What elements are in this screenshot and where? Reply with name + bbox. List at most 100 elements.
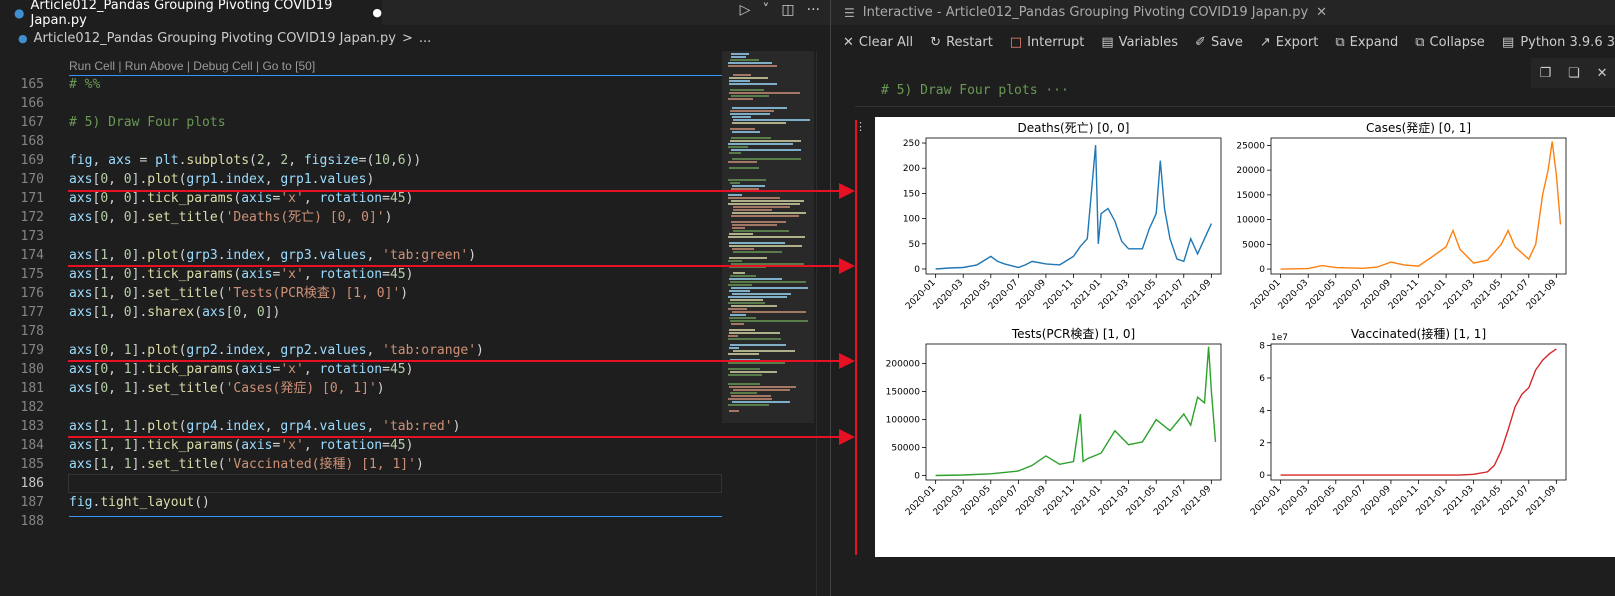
minimap-line [730,182,740,184]
code-token: 45 [389,438,406,453]
save-button[interactable]: ✐ Save [1195,35,1243,50]
code-line[interactable]: 180 axs[0, 1].tick_params(axis='x', rotat… [0,360,722,379]
restart-button[interactable]: ↻ Restart [930,35,993,50]
collapse-button[interactable]: ⧉ Collapse [1415,35,1485,50]
kernel-indicator[interactable]: ▤ Python 3.9.6 3 [1502,30,1615,54]
code-text: fig.tight_layout() [69,493,210,512]
clear-all-button[interactable]: ✕ Clear All [843,35,913,50]
line-number: 172 [20,210,44,225]
run-icon[interactable]: ▷ [739,2,751,18]
minimap-line [728,98,753,100]
y-tick-label: 150 [903,189,920,199]
code-line[interactable]: 165 # %% [0,75,722,94]
code-token: 0 [123,286,132,301]
code-token: , [108,419,124,434]
code-line[interactable]: 179 axs[0, 1].plot(grp2.index, grp2.value… [0,341,722,360]
code-line[interactable]: 177 axs[1, 0].sharex(axs[0, 0]) [0,303,722,322]
variables-button[interactable]: ▤ Variables [1101,35,1178,50]
y-tick-label: 100000 [886,416,921,426]
subplot-title: Cases(発症) [0, 1] [1366,120,1471,135]
minimap-line [731,221,786,223]
code-token: 0 [100,191,109,206]
code-token: ]. [131,286,148,301]
minimap-line [732,122,786,124]
codelens-run-cell[interactable]: Run Cell | Run Above | Debug Cell | Go t… [69,59,316,73]
code-line[interactable]: 186 [0,474,722,493]
code-token: set_title [147,457,218,472]
code-line[interactable]: 175 axs[1, 0].tick_params(axis='x', rotat… [0,265,722,284]
minimap-line [731,263,804,265]
editor-tab[interactable]: ● Article012_Pandas Grouping Pivoting CO… [0,0,382,28]
code-line[interactable]: 170 axs[0, 0].plot(grp1.index, grp1.value… [0,170,722,189]
code-token: , [264,172,281,187]
goto-code-icon[interactable]: ❏ [1568,65,1580,81]
interactive-tab[interactable]: ☰ Interactive - Article012_Pandas Groupi… [831,0,1615,25]
code-line[interactable]: 182 [0,398,722,417]
axes-frame [1270,137,1567,275]
code-line[interactable]: 188 [0,512,722,531]
code-token: , [108,305,124,320]
code-line[interactable]: 168 [0,132,722,151]
minimap-line [729,278,782,280]
code-line[interactable]: 172 axs[0, 0].set_title('Deaths(死亡) [0, 0… [0,208,722,227]
code-token: [ [92,267,101,282]
editor-pane: ● Article012_Pandas Grouping Pivoting CO… [0,0,830,596]
code-line[interactable]: 169 fig, axs = plt.subplots(2, 2, figsize… [0,151,722,170]
split-editor-icon[interactable]: ◫ [781,2,795,18]
code-line[interactable]: 176 axs[1, 0].set_title('Tests(PCR検査) [1,… [0,284,722,303]
code-line[interactable]: 184 axs[1, 1].tick_params(axis='x', rotat… [0,436,722,455]
line-number: 168 [20,134,44,149]
current-line-highlight [68,474,722,493]
code-line[interactable]: 166 [0,94,722,113]
code-line[interactable]: 178 [0,322,722,341]
breadcrumb-file[interactable]: Article012_Pandas Grouping Pivoting COVI… [33,30,396,46]
expand-button[interactable]: ⧉ Expand [1335,35,1398,50]
code-token: ]. [131,267,148,282]
code-token: 45 [389,191,406,206]
minimap-line [728,143,793,145]
code-line[interactable]: 185 axs[1, 1].set_title('Vaccinated(接種) [… [0,455,722,474]
code-token: sharex [147,305,195,320]
cell-header[interactable]: # 5) Draw Four plots ··· [881,83,1069,98]
code-line[interactable]: 171 axs[0, 0].tick_params(axis='x', rotat… [0,189,722,208]
save-icon: ✐ [1195,34,1206,50]
code-token: ]. [131,381,148,396]
code-line[interactable]: 181 axs[0, 1].set_title('Cases(発症) [0, 1]… [0,379,722,398]
minimap-line [731,188,759,190]
y-tick-label: 0 [1259,471,1265,481]
breadcrumb-more[interactable]: ... [418,30,432,46]
code-line[interactable]: 167 # 5) Draw Four plots [0,113,722,132]
code-token: , [108,286,124,301]
code-editor[interactable]: Run Cell | Run Above | Debug Cell | Go t… [0,51,722,596]
code-token: [ [92,457,101,472]
editor-scrollbar[interactable] [816,51,830,596]
code-token: 0 [233,305,242,320]
minimap[interactable] [722,51,814,596]
minimap-line [730,392,757,394]
unsaved-dot-icon[interactable]: ● [372,6,382,19]
minimap-line [728,161,757,163]
code-text: axs[1, 0].set_title('Tests(PCR検査) [1, 0]… [69,284,408,303]
more-actions-icon[interactable]: ··· [806,2,820,18]
code-line[interactable]: 183 axs[1, 1].plot(grp4.index, grp4.value… [0,417,722,436]
minimap-line [728,353,759,355]
series-line [1280,348,1557,476]
close-icon[interactable]: ✕ [1316,5,1328,20]
minimap-line [729,77,768,79]
code-token: ) [452,419,461,434]
copy-icon[interactable]: ❐ [1539,65,1552,81]
y-tick-label: 15000 [1236,191,1265,201]
delete-cell-icon[interactable]: ✕ [1596,65,1608,81]
code-line[interactable]: 187 fig.tight_layout() [0,493,722,512]
code-token: [ [92,210,101,225]
code-token: 6 [397,153,406,168]
chevron-down-icon[interactable]: ˅ [762,2,770,18]
code-token: , [108,381,124,396]
minimap-line [732,311,806,313]
code-text: axs[0, 0].plot(grp1.index, grp1.values) [69,170,374,189]
interrupt-button[interactable]: □ Interrupt [1010,35,1085,50]
code-line[interactable]: 174 axs[1, 0].plot(grp3.index, grp3.value… [0,246,722,265]
code-line[interactable]: 173 [0,227,722,246]
export-button[interactable]: ↗ Export [1260,35,1318,50]
code-token: 0 [123,172,132,187]
